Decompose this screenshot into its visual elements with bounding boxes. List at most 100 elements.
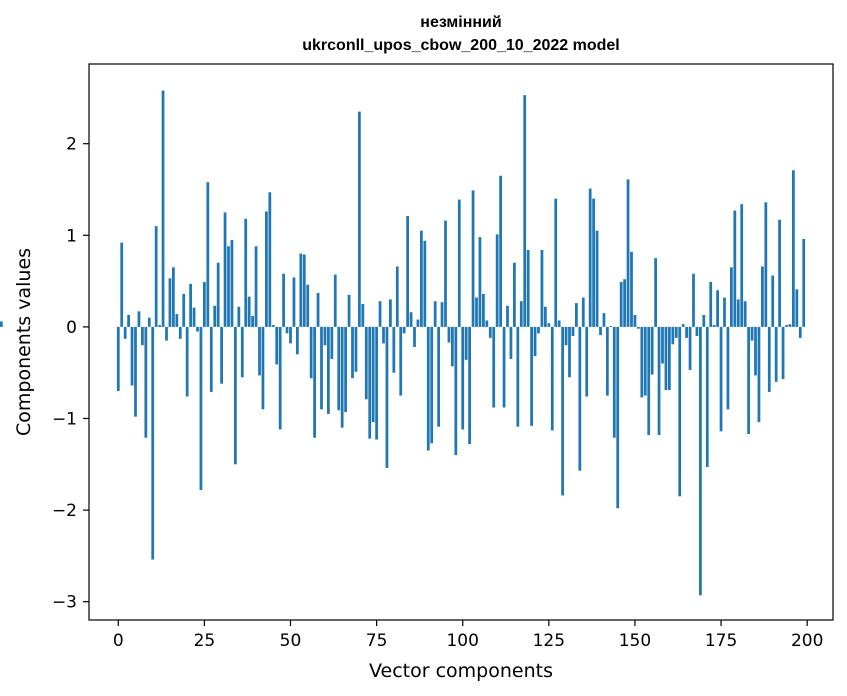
bar bbox=[116, 326, 120, 392]
x-tick-label: 175 bbox=[705, 631, 737, 651]
x-tick-label: 50 bbox=[280, 631, 302, 651]
bar bbox=[213, 305, 217, 327]
bar bbox=[309, 326, 313, 379]
bar bbox=[533, 326, 537, 357]
bar bbox=[657, 326, 661, 435]
bar bbox=[685, 326, 688, 338]
bar bbox=[271, 325, 275, 327]
plot-frame bbox=[88, 63, 834, 621]
bar bbox=[754, 326, 757, 376]
bar bbox=[647, 326, 651, 435]
bar bbox=[261, 326, 265, 410]
y-tick-label: −3 bbox=[52, 593, 77, 613]
bar bbox=[519, 301, 523, 327]
bar bbox=[337, 326, 341, 411]
y-tick-label: 2 bbox=[66, 135, 77, 155]
bar bbox=[495, 234, 499, 327]
bar bbox=[206, 182, 210, 327]
bar bbox=[392, 326, 396, 373]
bar bbox=[216, 262, 220, 327]
bar bbox=[230, 239, 234, 327]
bar bbox=[640, 326, 644, 398]
bar bbox=[630, 251, 633, 327]
bar bbox=[413, 326, 416, 348]
x-tick-label: 125 bbox=[533, 631, 565, 651]
bar bbox=[430, 326, 434, 444]
bar bbox=[147, 317, 151, 327]
bar bbox=[688, 326, 692, 370]
x-tick-label: 200 bbox=[791, 631, 823, 651]
bar bbox=[544, 306, 547, 327]
bar bbox=[385, 326, 389, 468]
x-tick-label: 25 bbox=[194, 631, 216, 651]
bar bbox=[798, 326, 802, 338]
bar bbox=[537, 326, 540, 334]
bar bbox=[340, 326, 344, 428]
bar bbox=[154, 226, 158, 327]
bar bbox=[375, 326, 378, 440]
bar bbox=[802, 238, 806, 327]
bar bbox=[165, 326, 168, 341]
y-tick-label: 1 bbox=[66, 226, 77, 246]
bar bbox=[423, 240, 427, 327]
bar bbox=[513, 262, 516, 327]
bar bbox=[371, 326, 375, 423]
y-axis: −3 −2 −1 0 1 2 bbox=[52, 135, 89, 613]
bar bbox=[650, 326, 654, 375]
bar bbox=[540, 249, 544, 327]
bar bbox=[592, 198, 595, 327]
bar bbox=[482, 293, 485, 327]
bar bbox=[705, 326, 709, 468]
bar bbox=[733, 210, 737, 327]
bar bbox=[354, 326, 358, 372]
bar bbox=[161, 90, 165, 327]
bar bbox=[795, 289, 799, 327]
bar bbox=[654, 258, 657, 327]
bar bbox=[330, 326, 334, 359]
bar bbox=[327, 326, 330, 414]
bar bbox=[278, 326, 282, 430]
bar bbox=[220, 326, 223, 384]
bar bbox=[172, 267, 175, 327]
bar bbox=[382, 326, 385, 344]
bar bbox=[399, 326, 403, 396]
bar bbox=[606, 326, 609, 396]
bar bbox=[254, 246, 258, 327]
x-tick-label: 100 bbox=[446, 631, 478, 651]
bar bbox=[561, 326, 564, 496]
bar bbox=[723, 297, 726, 327]
bar bbox=[516, 326, 520, 427]
bar bbox=[699, 326, 702, 596]
bar bbox=[747, 326, 750, 435]
bar bbox=[275, 326, 279, 365]
bar bbox=[144, 326, 148, 438]
x-tick-label: 75 bbox=[366, 631, 388, 651]
bar bbox=[361, 303, 365, 327]
bar bbox=[554, 198, 558, 327]
bar bbox=[347, 294, 351, 327]
y-tick-label: −2 bbox=[52, 501, 77, 521]
bar bbox=[595, 230, 599, 327]
bar bbox=[599, 326, 602, 336]
bar bbox=[189, 283, 192, 327]
bar bbox=[451, 326, 454, 367]
bar bbox=[692, 273, 695, 327]
bar bbox=[581, 297, 585, 327]
bar bbox=[420, 230, 423, 327]
bar bbox=[289, 326, 292, 344]
bar bbox=[468, 326, 471, 445]
bar bbox=[299, 253, 303, 327]
bar bbox=[471, 190, 475, 327]
bar bbox=[730, 267, 733, 327]
bar bbox=[623, 279, 626, 327]
bar bbox=[695, 326, 699, 337]
bar bbox=[612, 326, 616, 438]
bar bbox=[130, 326, 134, 386]
bar bbox=[196, 326, 199, 332]
bar bbox=[668, 326, 671, 391]
bar bbox=[478, 237, 482, 327]
bar bbox=[426, 326, 430, 451]
bar bbox=[258, 326, 261, 376]
bar bbox=[757, 326, 761, 423]
